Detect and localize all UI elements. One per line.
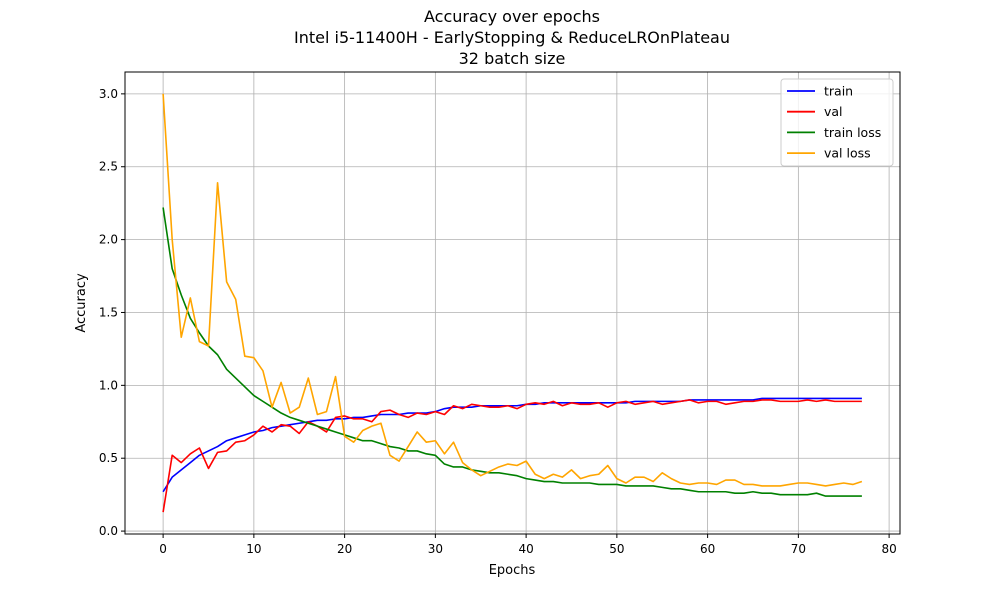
series-line-val	[162, 399, 862, 513]
x-tick-label-0: 0	[159, 542, 167, 556]
chart-title-line-3: 32 batch size	[459, 49, 566, 68]
legend-label-train-loss: train loss	[824, 125, 881, 140]
x-tick-label-4: 40	[518, 542, 533, 556]
series-line-val-loss	[162, 93, 863, 487]
legend-label-train: train	[824, 84, 853, 99]
legend-label-val-loss: val loss	[824, 146, 871, 161]
y-axis-label: Accuracy	[74, 273, 89, 333]
chart-title-line-2: Intel i5-11400H - EarlyStopping & Reduce…	[294, 28, 730, 47]
y-axis-ticks: 0.0 0.5 1.0 1.5 2.0 2.5 3.0	[99, 87, 125, 538]
x-tick-label-8: 80	[881, 542, 896, 556]
legend-label-val: val	[824, 104, 843, 119]
y-tick-label-2: 1.0	[99, 378, 118, 392]
y-tick-label-5: 2.5	[99, 160, 118, 174]
y-tick-label-0: 0.0	[99, 524, 118, 538]
x-tick-label-6: 60	[700, 542, 715, 556]
x-tick-label-5: 50	[609, 542, 624, 556]
x-axis-ticks: 0 10 20 30 40 50 60 70 80	[159, 534, 897, 556]
x-axis-label: Epochs	[489, 563, 536, 578]
y-tick-label-3: 1.5	[99, 305, 118, 319]
legend: train val train loss val loss	[780, 78, 894, 167]
legend-box	[780, 78, 894, 167]
series-line-train-loss	[162, 207, 862, 497]
plot-area-frame	[124, 71, 901, 535]
x-tick-label-1: 10	[246, 542, 261, 556]
x-tick-label-3: 30	[428, 542, 443, 556]
x-tick-label-7: 70	[791, 542, 806, 556]
series-lines	[162, 93, 863, 513]
chart-title-line-1: Accuracy over epochs	[424, 7, 600, 26]
y-tick-label-4: 2.0	[99, 233, 118, 247]
x-tick-label-2: 20	[337, 542, 352, 556]
y-tick-label-1: 0.5	[99, 451, 118, 465]
y-tick-label-6: 3.0	[99, 87, 118, 101]
